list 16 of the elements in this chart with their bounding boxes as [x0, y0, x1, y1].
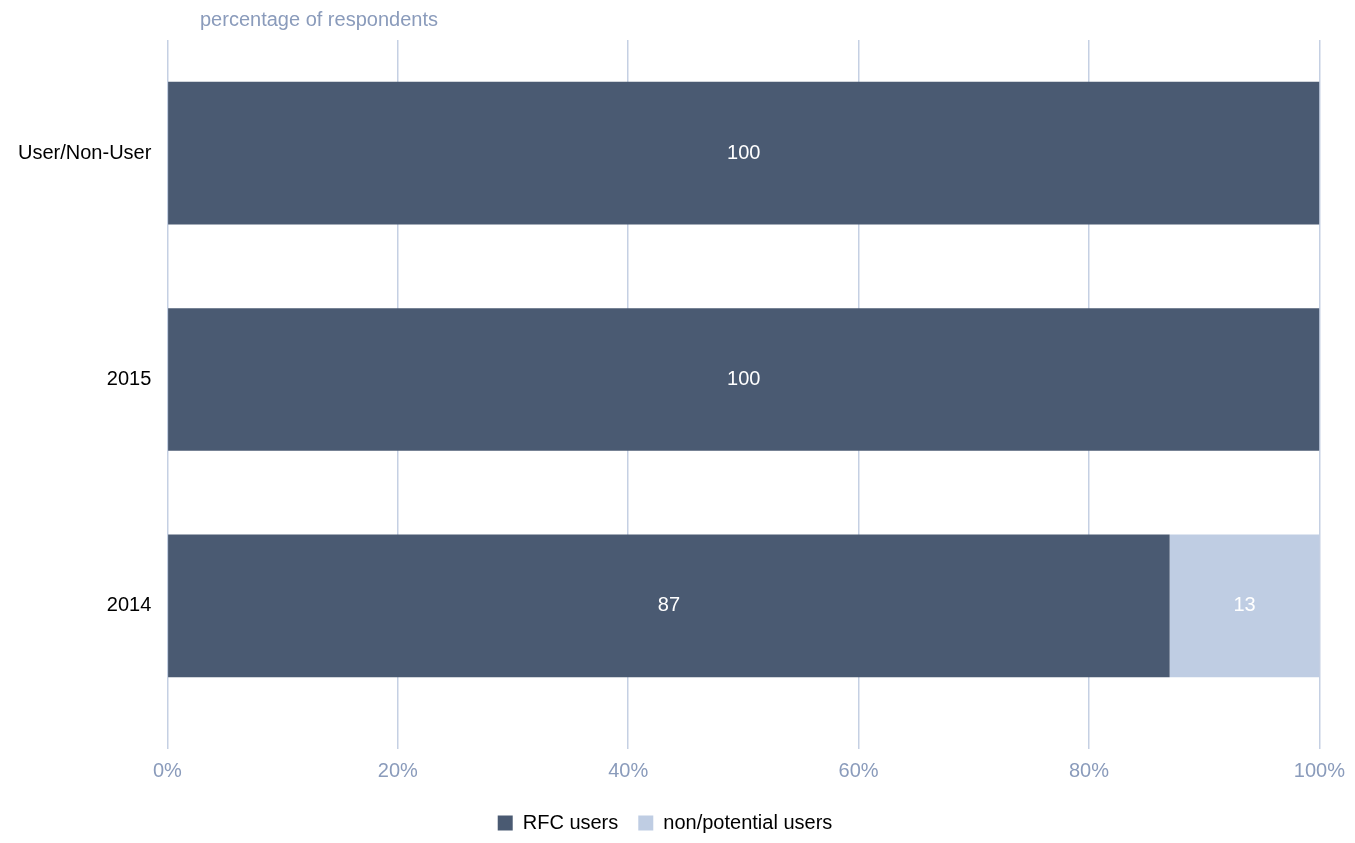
x-tick-label: 60%: [838, 758, 879, 781]
y-tick-label: 2014: [106, 593, 152, 616]
x-tick-label: 80%: [1069, 758, 1110, 781]
y-tick-label: User/Non-User: [18, 140, 152, 163]
x-tick-label: 20%: [377, 758, 418, 781]
legend-label: RFC users: [522, 810, 619, 833]
x-axis-title: percentage of respondents: [200, 8, 438, 31]
data-label: 100: [727, 367, 761, 390]
y-tick-label: 2015: [106, 367, 152, 390]
data-label: 100: [727, 140, 761, 163]
data-label: 87: [657, 593, 681, 616]
data-label: 13: [1233, 593, 1256, 616]
x-tick-label: 40%: [608, 758, 649, 781]
legend-label: non/potential users: [663, 810, 833, 833]
x-tick-label: 0%: [152, 758, 183, 781]
x-tick-label: 100%: [1293, 758, 1346, 781]
